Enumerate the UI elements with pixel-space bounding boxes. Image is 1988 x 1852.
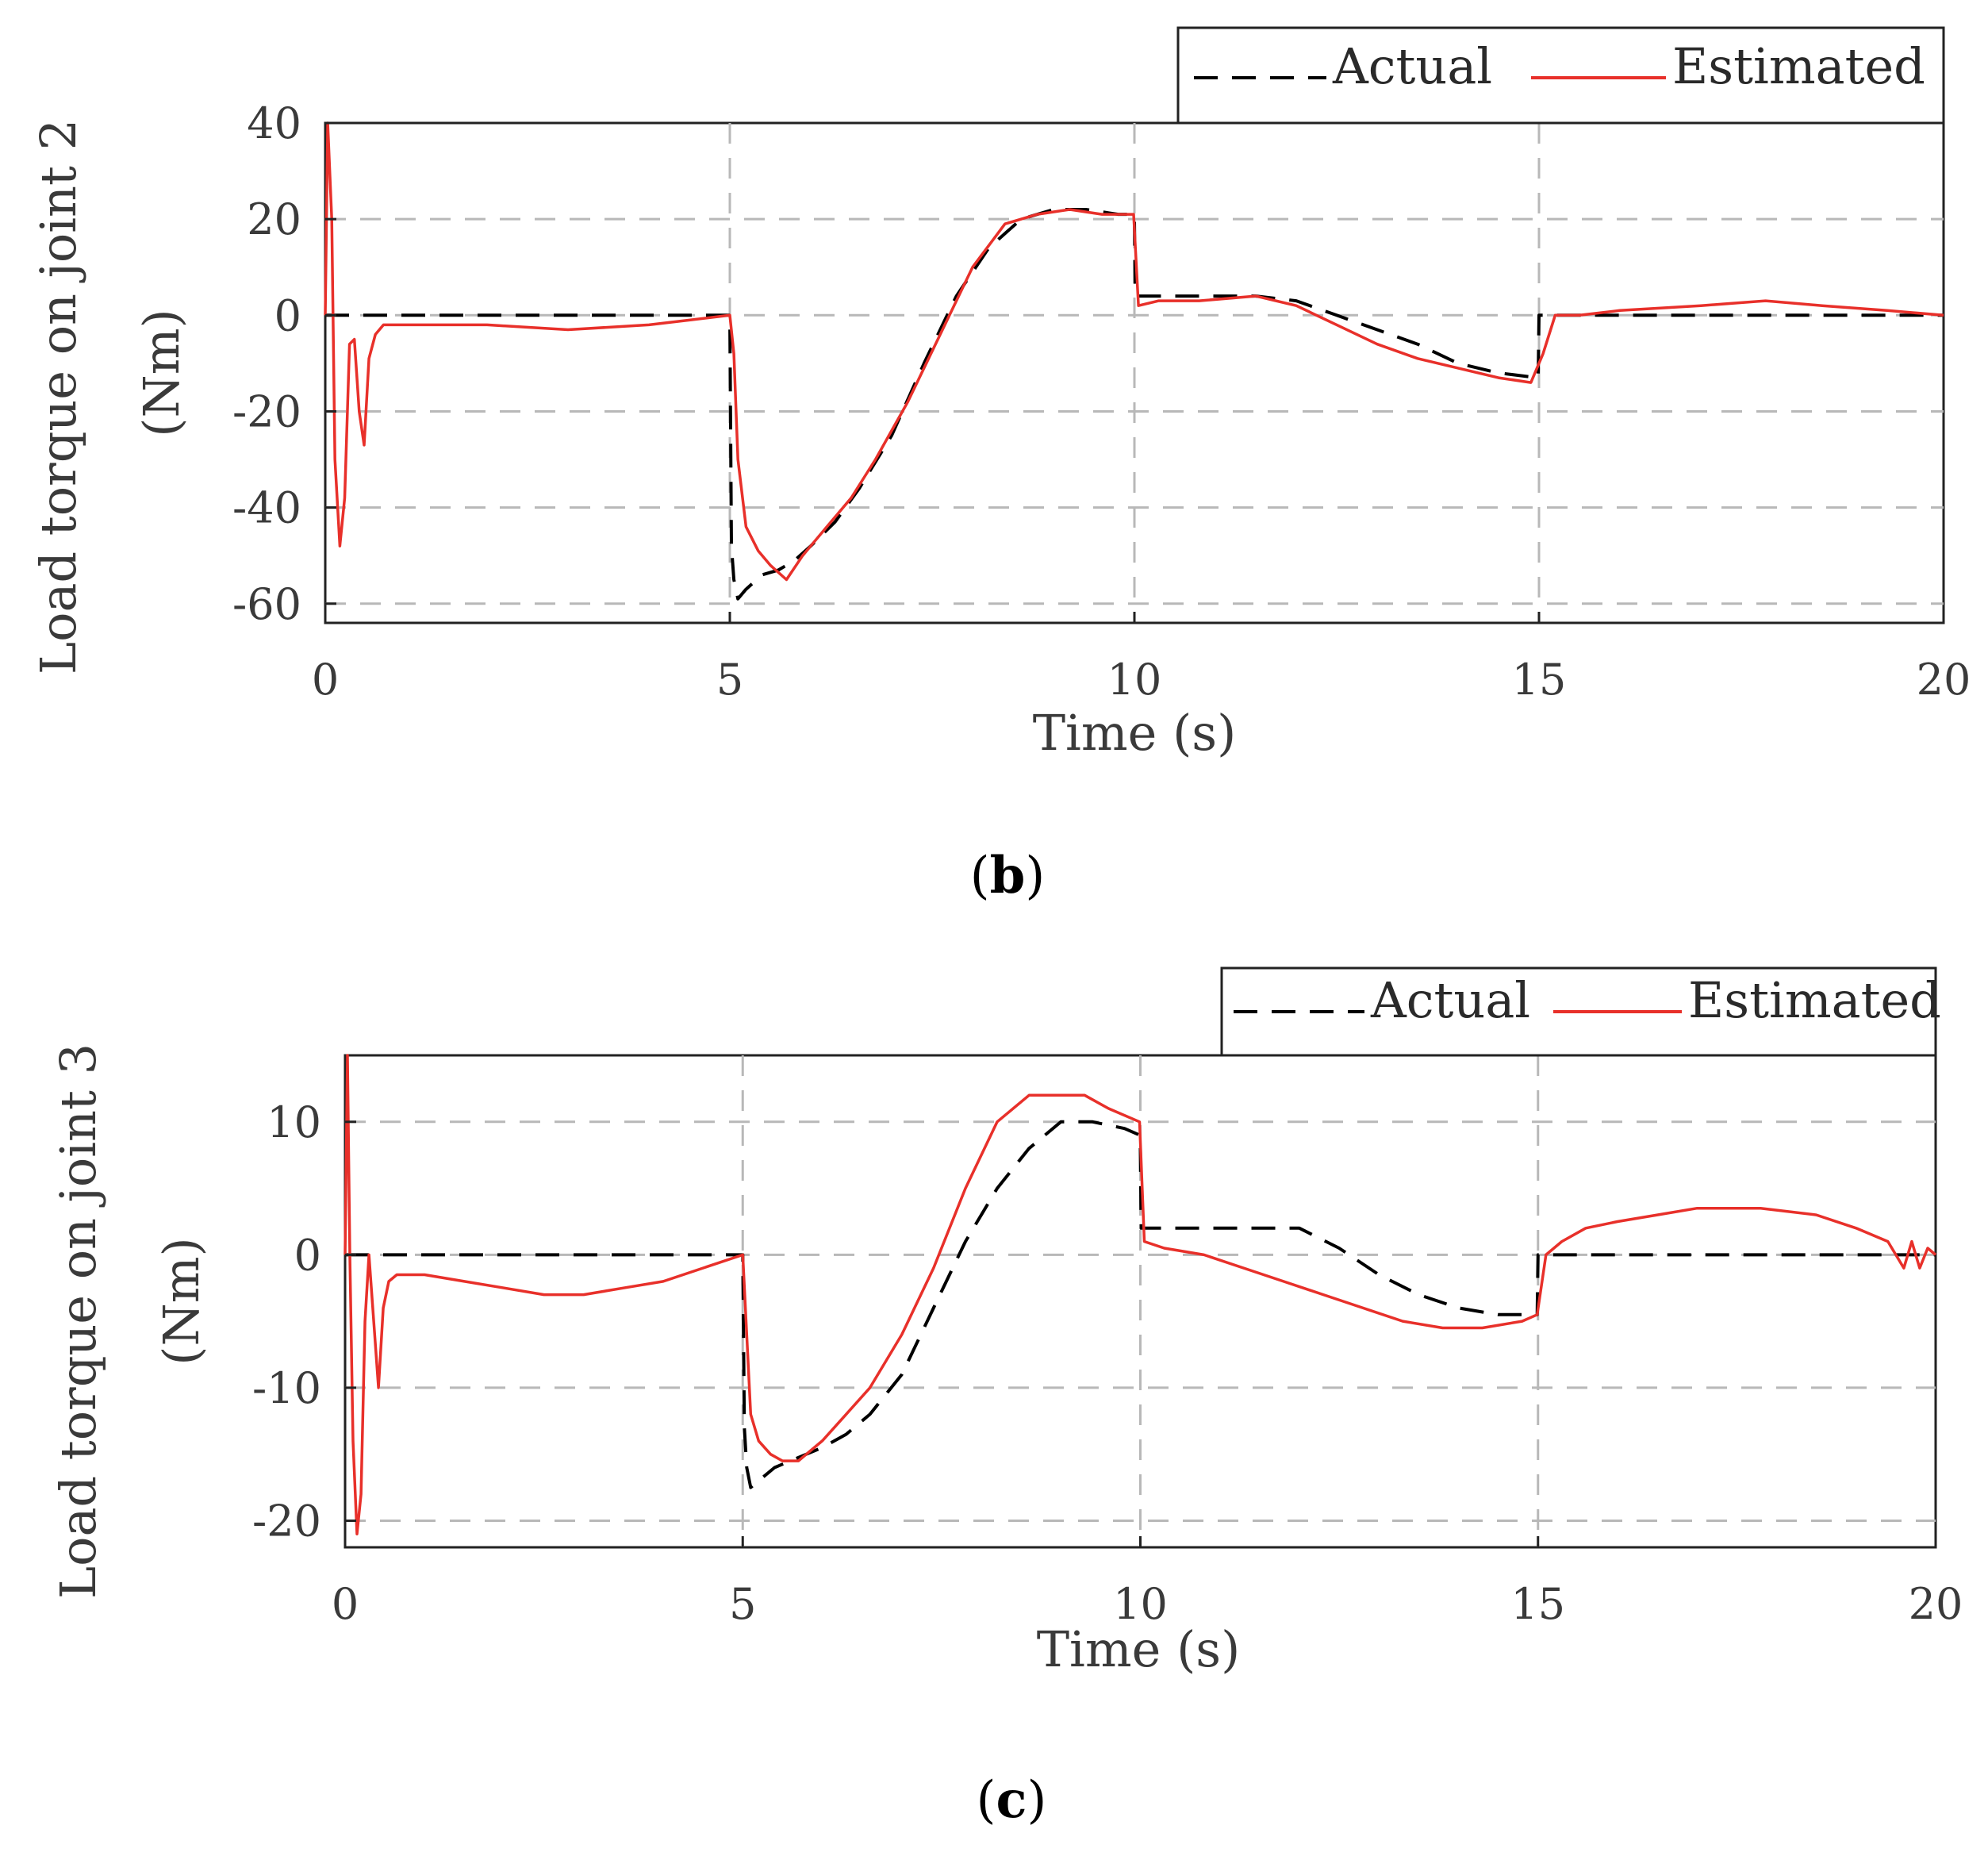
caption-close-paren-b: ) (1025, 847, 1045, 905)
legend-label-actual-c: Actual (1370, 971, 1530, 1029)
y-ticks-c: 10 0 -10 -20 (252, 1097, 356, 1546)
x-ticks-b: 0 5 10 15 20 (312, 612, 1971, 705)
y-tick-label-b-3: -20 (232, 386, 301, 436)
chart-panel-c: 10 0 -10 -20 0 5 10 15 20 Time (s) Load torque … (49, 966, 1963, 1830)
x-tick-label-c-0: 0 (332, 1579, 359, 1629)
y-axis-label-line2-c: (Nm) (152, 1237, 210, 1365)
series-line-estimated-c (343, 1054, 1937, 1535)
y-axis-label-c: Load torque on joint 3 (Nm) (49, 1043, 210, 1599)
y-ticks-b: 40 20 0 -20 -40 -60 (232, 98, 336, 629)
legend-box-b (1176, 26, 1945, 125)
y-tick-label-b-4: -40 (232, 483, 301, 533)
x-tick-label-c-3: 15 (1510, 1579, 1565, 1629)
y-tick-label-b-5: -60 (232, 579, 301, 629)
y-tick-label-c-1: 0 (294, 1230, 321, 1280)
y-tick-label-b-0: 40 (247, 98, 301, 148)
x-tick-label-b-3: 15 (1512, 655, 1567, 705)
panel-caption-b: (b) (970, 846, 1046, 905)
legend-label-estimated-b: Estimated (1672, 37, 1925, 95)
legend-label-actual-b: Actual (1332, 37, 1492, 95)
x-tick-label-b-1: 5 (716, 655, 743, 705)
series-c (343, 1054, 1937, 1535)
x-tick-label-b-2: 10 (1107, 655, 1162, 705)
x-ticks-c: 0 5 10 15 20 (332, 1536, 1963, 1629)
caption-letter-b: b (990, 846, 1026, 905)
legend-c: Actual Estimated (1220, 966, 1941, 1057)
x-tick-label-b-4: 20 (1917, 655, 1971, 705)
caption-close-paren-c: ) (1027, 1771, 1046, 1830)
caption-open-paren-b: ( (970, 847, 990, 905)
caption-open-paren-c: ( (977, 1771, 996, 1830)
y-axis-label-b: Load torque on joint 2 (Nm) (29, 119, 190, 674)
x-tick-label-c-2: 10 (1113, 1579, 1168, 1629)
x-axis-label-b: Time (s) (1033, 704, 1237, 762)
legend-b: Actual Estimated (1176, 26, 1945, 125)
x-tick-label-c-4: 20 (1909, 1579, 1963, 1629)
x-tick-label-b-0: 0 (312, 655, 339, 705)
y-axis-label-line2-b: (Nm) (132, 309, 190, 436)
y-axis-label-line1-c: Load torque on joint 3 (49, 1043, 107, 1599)
chart-panel-b: 40 20 0 -20 -40 -60 0 5 10 15 20 Time (s) Load to… (29, 26, 1971, 905)
y-tick-label-c-2: -10 (252, 1363, 321, 1413)
series-b (324, 121, 1944, 601)
y-axis-label-line1-b: Load torque on joint 2 (29, 119, 87, 674)
x-axis-label-c: Time (s) (1037, 1620, 1241, 1678)
y-tick-label-c-0: 10 (267, 1097, 321, 1147)
y-tick-label-b-2: 0 (274, 290, 301, 340)
y-tick-label-b-1: 20 (247, 194, 301, 244)
caption-letter-c: c (996, 1770, 1027, 1830)
series-line-estimated-b (324, 121, 1944, 582)
y-tick-label-c-3: -20 (252, 1496, 321, 1546)
x-tick-label-c-1: 5 (729, 1579, 756, 1629)
legend-label-estimated-c: Estimated (1688, 971, 1941, 1029)
series-line-actual-c (345, 1120, 1936, 1489)
panel-caption-c: (c) (977, 1770, 1047, 1830)
